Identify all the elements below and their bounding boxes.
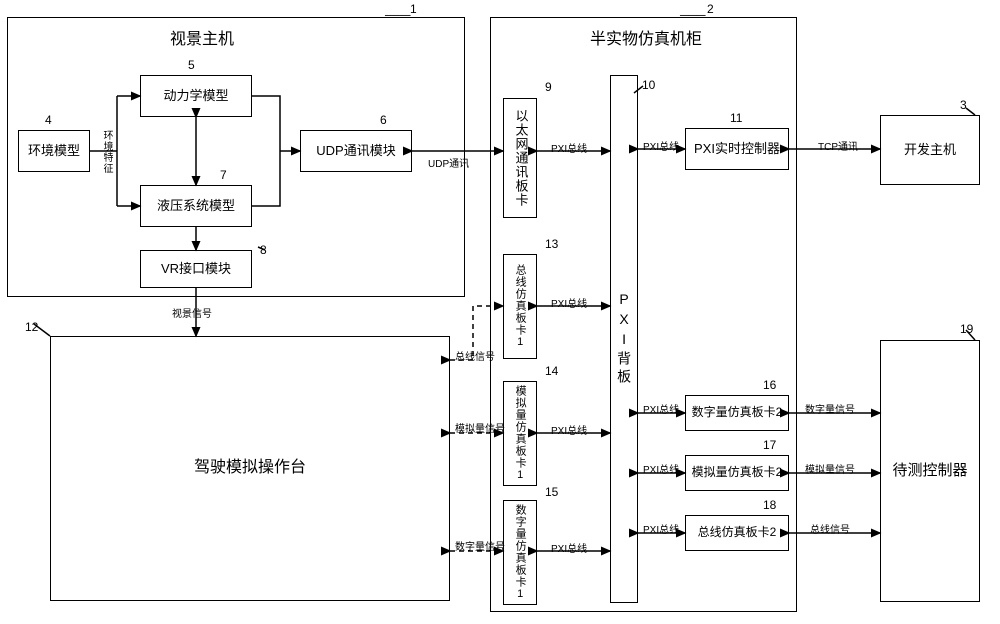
group1-number: 1 — [410, 2, 417, 16]
box-eth-label: 以太网通讯板卡 — [512, 109, 529, 207]
box-ana1-label: 模拟量仿真板卡1 — [513, 385, 527, 482]
lbl-udp: UDP通讯 — [428, 155, 469, 170]
box10-number: 10 — [642, 78, 655, 92]
lbl-digital-right: 数字量信号 — [805, 401, 855, 416]
box-pxi-backplane: PXI背板 — [610, 75, 638, 603]
lbl-pxi2: PXI总线 — [551, 295, 587, 310]
box-bus1-label: 总线仿真板卡1 — [513, 264, 527, 349]
box-vr-module: VR接口模块 — [140, 250, 252, 288]
lbl-pxi6: PXI总线 — [643, 401, 679, 416]
box6-number: 6 — [380, 113, 387, 127]
box-digital-sim2: 数字量仿真板卡2 — [685, 395, 789, 431]
box-bus-sim1: 总线仿真板卡1 — [503, 254, 537, 359]
box-udp-label: UDP通讯模块 — [316, 143, 395, 160]
lbl-pxi3: PXI总线 — [551, 422, 587, 437]
box-env-model: 环境模型 — [18, 130, 90, 172]
lbl-pxi1: PXI总线 — [551, 140, 587, 155]
box-dev-label: 开发主机 — [904, 142, 956, 159]
lbl-env: 环境特征 — [99, 130, 114, 174]
box13-number: 13 — [545, 237, 558, 251]
box16-number: 16 — [763, 378, 776, 392]
group2-title: 半实物仿真机柜 — [590, 25, 702, 49]
lbl-digital-left: 数字量信号 — [455, 538, 505, 553]
box-env-label: 环境模型 — [28, 143, 80, 160]
box-udp-module: UDP通讯模块 — [300, 130, 412, 172]
lbl-pxi5: PXI总线 — [643, 138, 679, 153]
lbl-pxi4: PXI总线 — [551, 540, 587, 555]
box19-number: 19 — [960, 322, 973, 336]
box4-number: 4 — [45, 113, 52, 127]
box-ethernet-card: 以太网通讯板卡 — [503, 98, 537, 218]
box-pxi-ctrl-label: PXI实时控制器 — [694, 141, 780, 158]
group1-num-lead: ─── — [385, 8, 411, 22]
box-dev-host: 开发主机 — [880, 115, 980, 185]
box15-number: 15 — [545, 485, 558, 499]
box18-number: 18 — [763, 498, 776, 512]
box12-number: 12 — [25, 320, 38, 334]
box-dut-controller: 待测控制器 — [880, 340, 980, 602]
lbl-analog-left: 模拟量信号 — [455, 420, 505, 435]
box14-number: 14 — [545, 364, 558, 378]
box-dynamics-model: 动力学模型 — [140, 75, 252, 117]
box-digital-sim1: 数字量仿真板卡1 — [503, 500, 537, 605]
box-vr-label: VR接口模块 — [161, 261, 231, 278]
box-pxi-controller: PXI实时控制器 — [685, 128, 789, 170]
box-dyn-label: 动力学模型 — [163, 88, 228, 105]
box3-number: 3 — [960, 98, 967, 112]
box7-number: 7 — [220, 168, 227, 182]
lbl-analog-right: 模拟量信号 — [805, 461, 855, 476]
lbl-vr: 视景信号 — [172, 305, 212, 320]
box-bus-sim2: 总线仿真板卡2 — [685, 515, 789, 551]
lbl-bus-right: 总线信号 — [810, 521, 850, 536]
box-driving-label: 驾驶模拟操作台 — [194, 458, 306, 479]
group2-number: 2 — [707, 2, 714, 16]
box-dig2-label: 数字量仿真板卡2 — [692, 405, 783, 421]
lbl-tcp: TCP通讯 — [818, 138, 858, 153]
group1-title: 视景主机 — [170, 25, 234, 49]
box-hydraulic-model: 液压系统模型 — [140, 185, 252, 227]
box5-number: 5 — [188, 58, 195, 72]
box-bus2-label: 总线仿真板卡2 — [698, 525, 777, 541]
box17-number: 17 — [763, 438, 776, 452]
box8-number: 8 — [260, 243, 267, 257]
box-driving-sim: 驾驶模拟操作台 — [50, 336, 450, 601]
box9-number: 9 — [545, 80, 552, 94]
box-dig1-label: 数字量仿真板卡1 — [513, 504, 527, 601]
box11-number: 11 — [730, 111, 742, 125]
box-ana2-label: 模拟量仿真板卡2 — [692, 465, 783, 481]
box-analog-sim2: 模拟量仿真板卡2 — [685, 455, 789, 491]
lbl-bus-left: 总线信号 — [455, 348, 495, 363]
box-analog-sim1: 模拟量仿真板卡1 — [503, 381, 537, 486]
lbl-pxi7: PXI总线 — [643, 461, 679, 476]
box-pxi-label: PXI背板 — [615, 291, 633, 387]
box-dut-label: 待测控制器 — [892, 461, 967, 481]
lbl-pxi8: PXI总线 — [643, 521, 679, 536]
box-hyd-label: 液压系统模型 — [157, 198, 235, 215]
group2-num-lead: ─── — [680, 8, 706, 22]
